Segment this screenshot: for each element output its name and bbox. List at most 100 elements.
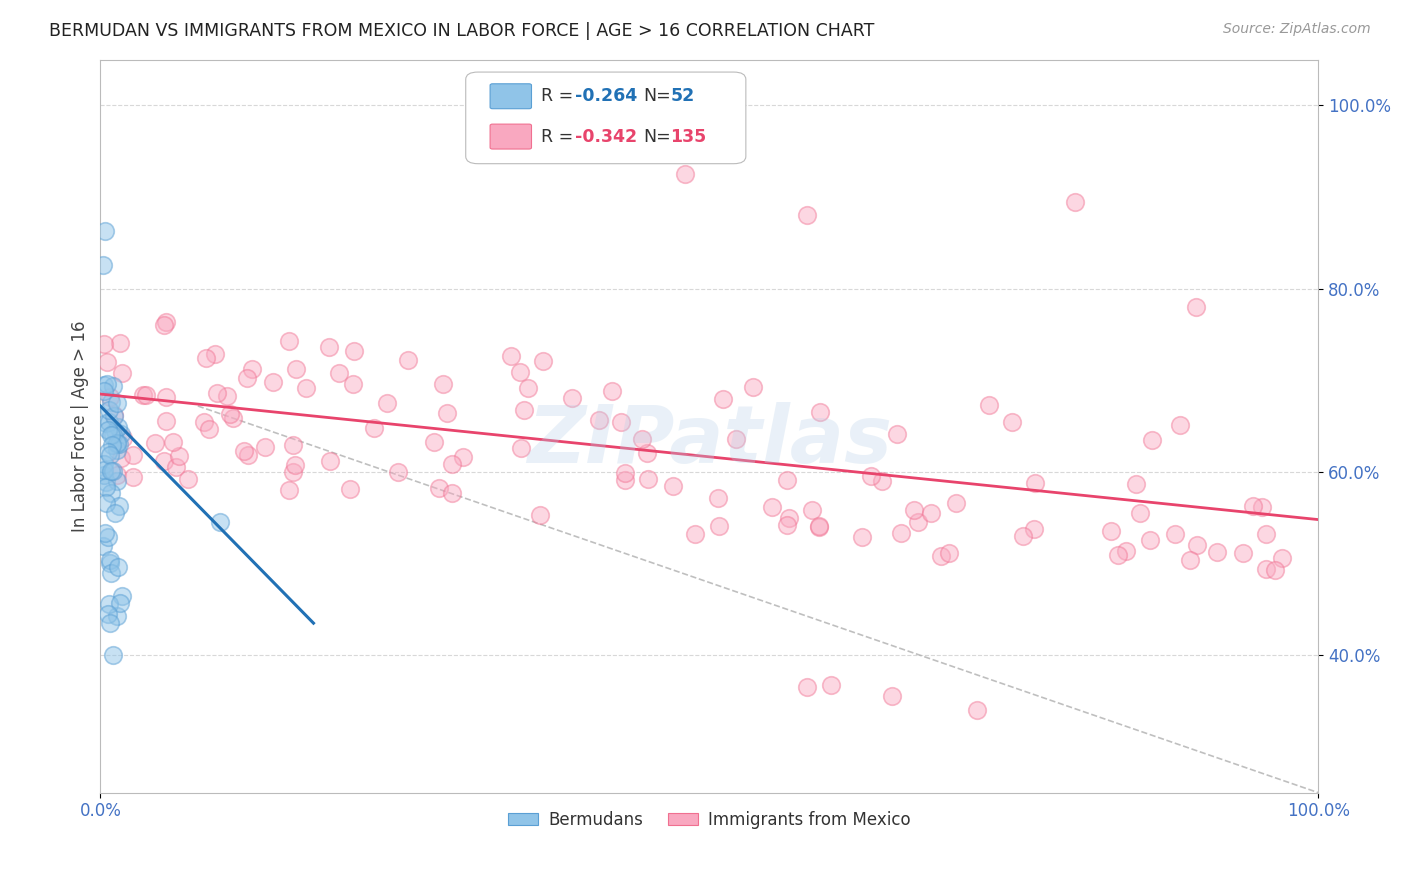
Point <box>588 413 610 427</box>
Point <box>890 526 912 541</box>
Point <box>561 391 583 405</box>
Point <box>637 471 659 485</box>
Point <box>343 343 366 358</box>
Point <box>101 648 124 663</box>
Point <box>281 438 304 452</box>
Point <box>711 392 734 406</box>
Point <box>907 515 929 529</box>
Point <box>107 474 129 488</box>
Point <box>111 366 134 380</box>
Text: N=: N= <box>644 87 671 105</box>
Point <box>97 607 120 621</box>
Point <box>529 508 551 522</box>
Point <box>328 366 350 380</box>
Point <box>278 334 301 349</box>
Text: R =: R = <box>541 128 574 145</box>
Point <box>98 390 121 404</box>
Text: R =: R = <box>541 87 574 105</box>
Point <box>105 396 128 410</box>
Point <box>775 473 797 487</box>
Y-axis label: In Labor Force | Age > 16: In Labor Force | Age > 16 <box>72 320 89 532</box>
Point <box>436 406 458 420</box>
Point <box>96 355 118 369</box>
Point <box>121 470 143 484</box>
Point <box>318 340 340 354</box>
Point <box>98 415 121 429</box>
Point <box>107 437 129 451</box>
Point <box>103 408 125 422</box>
Point <box>94 496 117 510</box>
Point <box>342 376 364 391</box>
Point <box>1264 563 1286 577</box>
Point <box>423 435 446 450</box>
Point <box>509 365 531 379</box>
Point <box>1011 529 1033 543</box>
Point <box>198 422 221 436</box>
Point <box>96 377 118 392</box>
Point <box>98 616 121 631</box>
Point <box>778 511 800 525</box>
Point <box>1256 527 1278 541</box>
Point <box>100 566 122 581</box>
Point <box>152 454 174 468</box>
Point <box>208 516 231 530</box>
Point <box>531 354 554 368</box>
Point <box>796 680 818 694</box>
Point <box>107 419 129 434</box>
Point <box>945 496 967 510</box>
Point <box>903 503 925 517</box>
Point <box>1185 300 1208 314</box>
Point <box>110 450 132 465</box>
Point <box>169 449 191 463</box>
Point <box>1024 522 1046 536</box>
Point <box>108 499 131 513</box>
Point <box>966 703 988 717</box>
Point <box>761 500 783 514</box>
Point <box>377 396 399 410</box>
Point <box>93 384 115 398</box>
Point <box>1251 500 1274 514</box>
Point <box>631 432 654 446</box>
Point <box>1168 418 1191 433</box>
Point <box>105 467 128 482</box>
Point <box>886 427 908 442</box>
Point <box>938 546 960 560</box>
Point <box>801 503 824 517</box>
Point <box>93 467 115 482</box>
Point <box>94 480 117 494</box>
Point <box>122 448 145 462</box>
Point <box>920 506 942 520</box>
Point <box>673 167 696 181</box>
Point <box>614 473 637 487</box>
Point <box>193 415 215 429</box>
Point <box>155 391 177 405</box>
Point <box>1129 507 1152 521</box>
Point <box>110 596 132 610</box>
Point <box>820 677 842 691</box>
Point <box>98 556 121 570</box>
Point <box>110 335 132 350</box>
Text: -0.264: -0.264 <box>575 87 637 105</box>
Point <box>238 448 260 462</box>
Point <box>295 380 318 394</box>
FancyBboxPatch shape <box>491 84 531 109</box>
Point <box>253 440 276 454</box>
Point <box>776 517 799 532</box>
Point <box>97 530 120 544</box>
Point <box>339 482 361 496</box>
Point <box>661 479 683 493</box>
Point <box>103 409 125 424</box>
Point <box>363 421 385 435</box>
Point <box>1001 415 1024 429</box>
Point <box>97 423 120 437</box>
Point <box>1254 562 1277 576</box>
Point <box>808 519 831 533</box>
Point <box>1107 548 1129 562</box>
Point <box>240 362 263 376</box>
Point <box>97 597 120 611</box>
Point <box>155 314 177 328</box>
Point <box>97 444 120 458</box>
Point <box>98 448 121 462</box>
Point <box>222 411 245 425</box>
Point <box>929 549 952 564</box>
